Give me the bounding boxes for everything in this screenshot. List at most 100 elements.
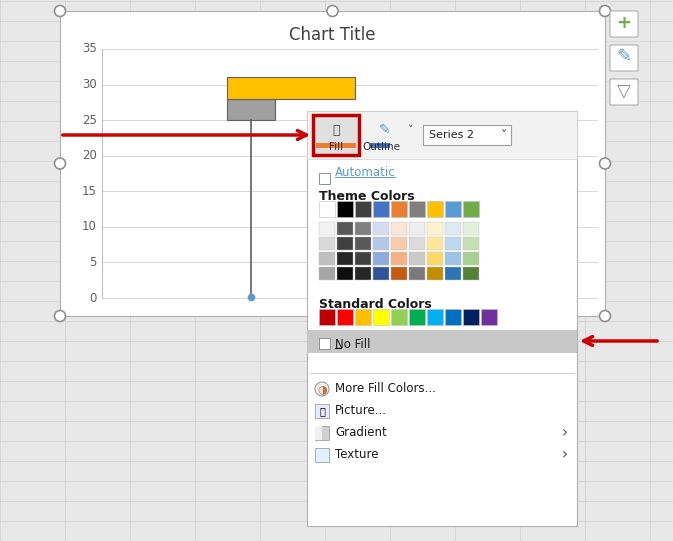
Bar [337, 267, 353, 280]
Bar [445, 222, 461, 235]
Text: 25: 25 [82, 114, 97, 127]
Bar [319, 267, 335, 280]
Bar [445, 252, 461, 265]
Bar [337, 222, 353, 235]
Bar [391, 237, 407, 250]
Text: Texture: Texture [335, 448, 378, 461]
Text: Fill: Fill [329, 142, 343, 152]
Bar [315, 426, 322, 440]
Bar [409, 237, 425, 250]
Bar [319, 222, 335, 235]
Bar [355, 252, 371, 265]
Bar [60, 11, 605, 316]
Bar [423, 125, 511, 145]
Bar [373, 252, 389, 265]
Circle shape [600, 311, 610, 321]
Text: ▽: ▽ [617, 82, 631, 100]
Bar [391, 252, 407, 265]
Bar [409, 267, 425, 280]
Bar [319, 237, 335, 250]
Text: 30: 30 [82, 78, 97, 91]
Bar [481, 309, 497, 325]
Text: 15: 15 [82, 185, 97, 198]
Bar [427, 237, 443, 250]
Bar [355, 237, 371, 250]
Bar [463, 267, 479, 280]
Text: 35: 35 [82, 43, 97, 56]
Circle shape [327, 311, 338, 321]
Circle shape [315, 382, 329, 396]
Bar [355, 309, 371, 325]
Bar [409, 252, 425, 265]
Bar [391, 309, 407, 325]
Text: ✎: ✎ [379, 123, 391, 137]
Text: +: + [616, 14, 631, 32]
FancyBboxPatch shape [610, 45, 638, 71]
Bar [319, 173, 330, 184]
Bar [373, 309, 389, 325]
Text: 🏞: 🏞 [319, 406, 325, 416]
Circle shape [600, 5, 610, 16]
Bar [337, 252, 353, 265]
Bar [427, 222, 443, 235]
Text: 5: 5 [90, 256, 97, 269]
Bar [427, 267, 443, 280]
Bar [409, 222, 425, 235]
Circle shape [55, 311, 65, 321]
Bar [337, 201, 353, 217]
Circle shape [600, 158, 610, 169]
Bar [391, 267, 407, 280]
Text: Standard Colors: Standard Colors [319, 299, 432, 312]
Text: ›: › [562, 426, 568, 440]
Text: 10: 10 [82, 220, 97, 233]
Bar [373, 201, 389, 217]
Bar [391, 201, 407, 217]
Circle shape [327, 5, 338, 16]
Bar [463, 309, 479, 325]
Bar [427, 201, 443, 217]
Text: Picture...: Picture... [335, 405, 387, 418]
Bar [355, 222, 371, 235]
Text: Theme Colors: Theme Colors [319, 190, 415, 203]
Text: More Fill Colors...: More Fill Colors... [335, 382, 436, 395]
Bar [315, 448, 329, 462]
Text: ◑: ◑ [317, 384, 327, 394]
Text: Outline: Outline [362, 142, 400, 152]
Bar [227, 99, 275, 120]
Bar [463, 252, 479, 265]
Text: ⛏: ⛏ [332, 124, 340, 137]
Bar [319, 309, 335, 325]
Circle shape [55, 158, 65, 169]
Bar [427, 309, 443, 325]
Bar [315, 404, 329, 418]
Bar [409, 309, 425, 325]
FancyBboxPatch shape [610, 11, 638, 37]
Bar [337, 237, 353, 250]
Text: No Fill: No Fill [335, 338, 371, 351]
Bar [409, 201, 425, 217]
Bar [355, 201, 371, 217]
Bar [373, 267, 389, 280]
Bar [445, 237, 461, 250]
Text: 0: 0 [90, 292, 97, 305]
Bar [315, 426, 329, 440]
Bar [373, 222, 389, 235]
Text: ✎: ✎ [616, 48, 631, 66]
Bar [445, 267, 461, 280]
Text: 20: 20 [82, 149, 97, 162]
Bar [445, 309, 461, 325]
Bar [463, 222, 479, 235]
Bar [319, 252, 335, 265]
Bar [370, 143, 390, 148]
Text: Series 2: Series 2 [429, 130, 474, 140]
Text: ˅: ˅ [501, 129, 507, 142]
Bar [445, 201, 461, 217]
Text: ›: › [562, 447, 568, 463]
Bar [313, 115, 359, 155]
Bar [227, 77, 355, 99]
Bar [355, 267, 371, 280]
Text: Automatic: Automatic [335, 167, 396, 180]
Bar [316, 143, 356, 148]
Bar [319, 201, 335, 217]
Bar [427, 252, 443, 265]
